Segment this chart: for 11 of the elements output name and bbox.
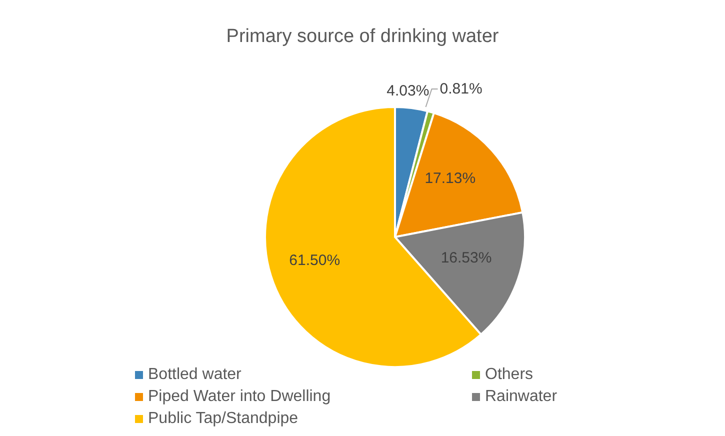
data-label: 0.81% [440,80,482,98]
data-label: 16.53% [440,250,492,267]
data-label: 4.03% [386,82,430,100]
data-label: 61.50% [289,252,340,269]
legend-label: Piped Water into Dwelling [148,388,331,406]
legend-label: Public Tap/Standpipe [148,410,298,428]
legend-label: Rainwater [485,388,558,406]
legend-label: Bottled water [148,366,242,384]
data-label: 17.13% [424,170,476,187]
legend-label: Others [485,366,534,384]
chart-title: Primary source of drinking water [225,26,500,48]
